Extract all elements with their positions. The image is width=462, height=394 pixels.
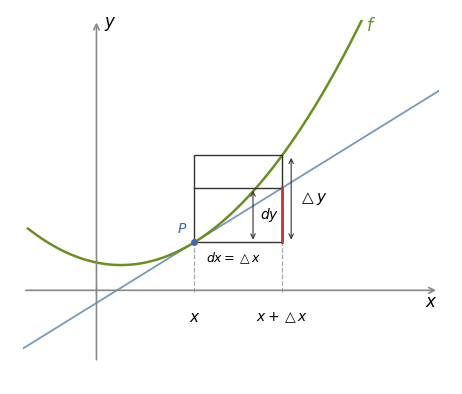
Bar [195,155,282,242]
Text: $\triangle y$: $\triangle y$ [298,190,328,207]
Text: $dy$: $dy$ [261,206,280,224]
Text: $x$: $x$ [426,293,438,310]
Text: $y$: $y$ [104,15,116,33]
Text: $x+\triangle x$: $x+\triangle x$ [256,310,308,325]
Text: $f$: $f$ [365,17,376,35]
Text: $x$: $x$ [188,310,200,325]
Text: $dx=\triangle x$: $dx=\triangle x$ [206,250,261,266]
Text: P: P [177,222,186,236]
